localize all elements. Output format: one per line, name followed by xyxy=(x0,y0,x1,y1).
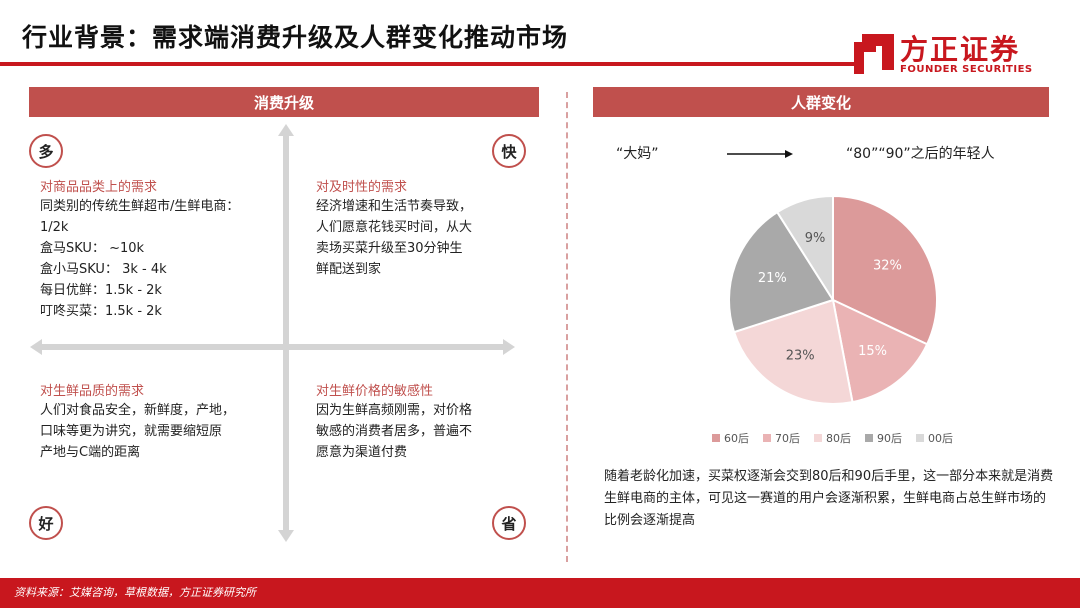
legend-item-00后: 00后 xyxy=(916,430,953,446)
corner-badge-top-right: 快 xyxy=(492,134,526,168)
panel-divider xyxy=(566,92,568,562)
legend-item-90后: 90后 xyxy=(865,430,902,446)
legend-label: 60后 xyxy=(724,432,749,445)
quadrant-body-price: 因为生鲜高频刚需，对价格 敏感的消费者居多，普遍不 愿意为渠道付费 xyxy=(316,403,473,460)
legend-label: 00后 xyxy=(928,432,953,445)
section-header-demographics: 人群变化 xyxy=(593,87,1049,117)
pie-slice-90后 xyxy=(728,210,835,334)
legend-label: 90后 xyxy=(877,432,902,445)
pie-slice-80后 xyxy=(732,298,854,405)
pie-label-80后: 23% xyxy=(786,349,815,364)
pie-label-90后: 21% xyxy=(758,271,787,286)
legend-item-80后: 80后 xyxy=(814,430,851,446)
quadrant-heading-category: 对商品品类上的需求 xyxy=(40,180,158,195)
demographics-summary: 随着老龄化加速，买菜权逐渐会交到80后和90后手里，这一部分本来就是消费生鲜电商… xyxy=(604,469,1054,528)
quadrant-body-timeliness: 经济增速和生活节奏导致， 人们愿意花钱买时间，从大 卖场买菜升级至30分钟生 鲜… xyxy=(316,199,473,277)
legend-swatch xyxy=(814,434,822,442)
horizontal-axis xyxy=(38,344,505,350)
pie-slice-60后 xyxy=(832,194,938,346)
title-underline xyxy=(0,62,860,66)
corner-badge-top-left: 多 xyxy=(29,134,63,168)
legend-item-70后: 70后 xyxy=(763,430,800,446)
from-group-label: “大妈” xyxy=(616,146,659,162)
pie-label-70后: 15% xyxy=(858,344,887,359)
founder-logo: 方正证券 FOUNDER SECURITIES xyxy=(852,26,1062,82)
legend-swatch xyxy=(916,434,924,442)
arrow-right-icon xyxy=(727,150,793,158)
quadrant-body-category: 同类别的传统生鲜超市/生鲜电商： 1/2k 盒马SKU： ~10k 盒小马SKU… xyxy=(40,199,240,319)
arrow-right-icon xyxy=(503,339,515,355)
quadrant-heading-price: 对生鲜价格的敏感性 xyxy=(316,384,434,399)
legend-swatch xyxy=(865,434,873,442)
pie-label-60后: 32% xyxy=(873,258,902,273)
source-note: 资料来源：艾媒咨询，草根数据，方正证券研究所 xyxy=(14,586,256,599)
corner-badge-bottom-left: 好 xyxy=(29,506,63,540)
logo-text-cn: 方正证券 xyxy=(900,33,1021,66)
arrow-left-icon xyxy=(30,339,42,355)
pie-slice-00后 xyxy=(775,194,834,304)
legend-label: 80后 xyxy=(826,432,851,445)
legend-label: 70后 xyxy=(775,432,800,445)
footer-bar: 资料来源：艾媒咨询，草根数据，方正证券研究所 xyxy=(0,578,1080,608)
page-title: 行业背景：需求端消费升级及人群变化推动市场 xyxy=(22,23,569,52)
arrow-up-icon xyxy=(278,124,294,136)
arrow-down-icon xyxy=(278,530,294,542)
vertical-axis xyxy=(283,132,289,534)
pie-slice-70后 xyxy=(831,298,929,404)
quadrant-heading-timeliness: 对及时性的需求 xyxy=(316,180,408,195)
legend-swatch xyxy=(712,434,720,442)
age-pie-chart: 32% 15% 23% 21% 9% xyxy=(728,194,938,405)
pie-legend: 60后 70后 80后 90后 00后 xyxy=(712,430,953,446)
corner-badge-bottom-right: 省 xyxy=(492,506,526,540)
logo-text-en: FOUNDER SECURITIES xyxy=(900,64,1033,75)
quadrant-heading-quality: 对生鲜品质的需求 xyxy=(40,384,145,399)
pie-label-00后: 9% xyxy=(805,231,826,246)
section-header-consumption: 消费升级 xyxy=(29,87,539,117)
logo-mark-icon xyxy=(854,34,894,74)
legend-item-60后: 60后 xyxy=(712,430,749,446)
to-group-label: “80”“90”之后的年轻人 xyxy=(846,146,995,162)
quadrant-body-quality: 人们对食品安全，新鲜度，产地， 口味等更为讲究，就需要缩短原 产地与C端的距离 xyxy=(40,403,236,460)
legend-swatch xyxy=(763,434,771,442)
